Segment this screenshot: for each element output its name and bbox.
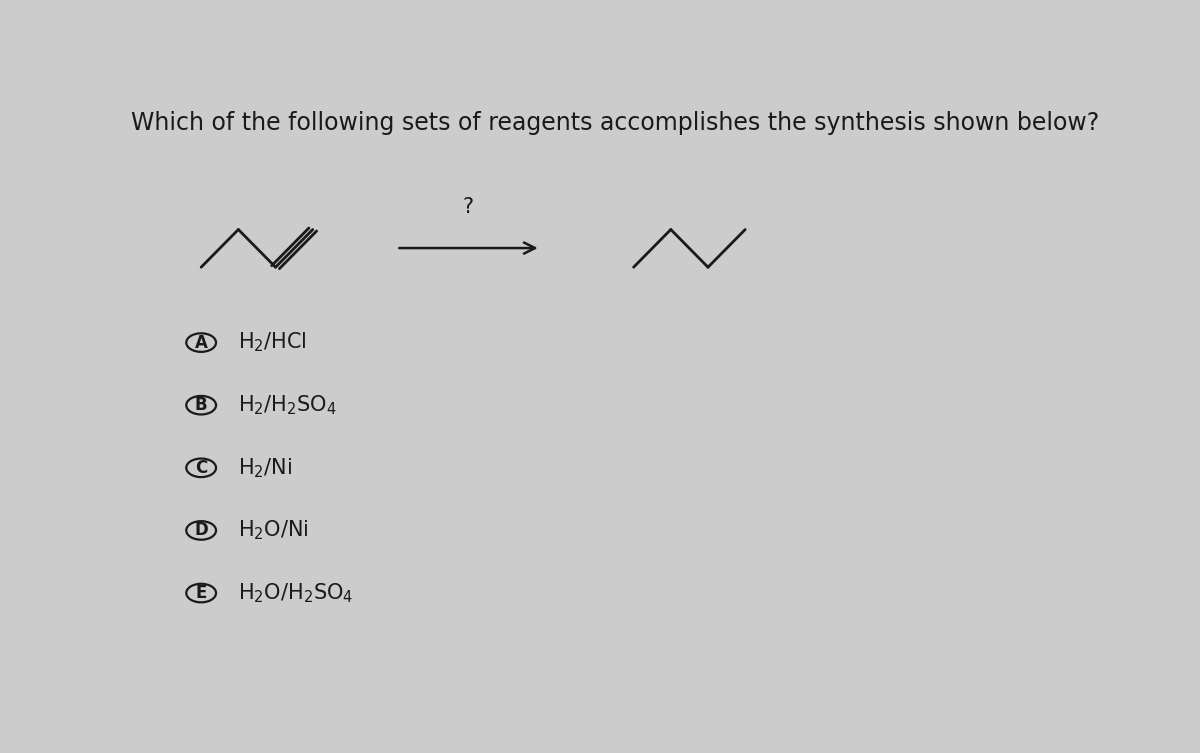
Text: C: C <box>196 459 208 477</box>
Text: $\mathrm{H_2O/Ni}$: $\mathrm{H_2O/Ni}$ <box>239 519 310 542</box>
Text: $\mathrm{H_2O/H_2SO_4}$: $\mathrm{H_2O/H_2SO_4}$ <box>239 581 354 605</box>
Text: $\mathrm{H_2/Ni}$: $\mathrm{H_2/Ni}$ <box>239 456 293 480</box>
Text: ?: ? <box>463 197 474 217</box>
Text: $\mathrm{H_2/H_2SO_4}$: $\mathrm{H_2/H_2SO_4}$ <box>239 393 337 417</box>
Text: D: D <box>194 521 208 539</box>
Text: E: E <box>196 584 206 602</box>
Text: B: B <box>194 396 208 414</box>
Text: $\mathrm{H_2/HCl}$: $\mathrm{H_2/HCl}$ <box>239 331 307 355</box>
Text: Which of the following sets of reagents accomplishes the synthesis shown below?: Which of the following sets of reagents … <box>131 111 1099 135</box>
Text: A: A <box>194 334 208 352</box>
